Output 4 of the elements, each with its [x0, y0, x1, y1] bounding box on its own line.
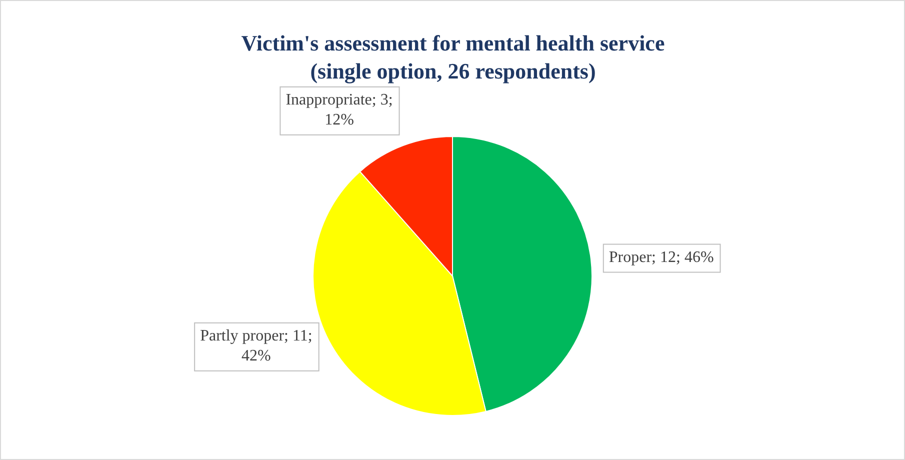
slice-label: Inappropriate; 3; 12% [286, 92, 393, 129]
chart-title: Victim's assessment for mental health service (single option, 26 respondents) [241, 30, 665, 84]
slice-label: Partly proper; 11; 42% [200, 328, 312, 365]
slice-label: Proper; 12; 46% [608, 248, 714, 266]
